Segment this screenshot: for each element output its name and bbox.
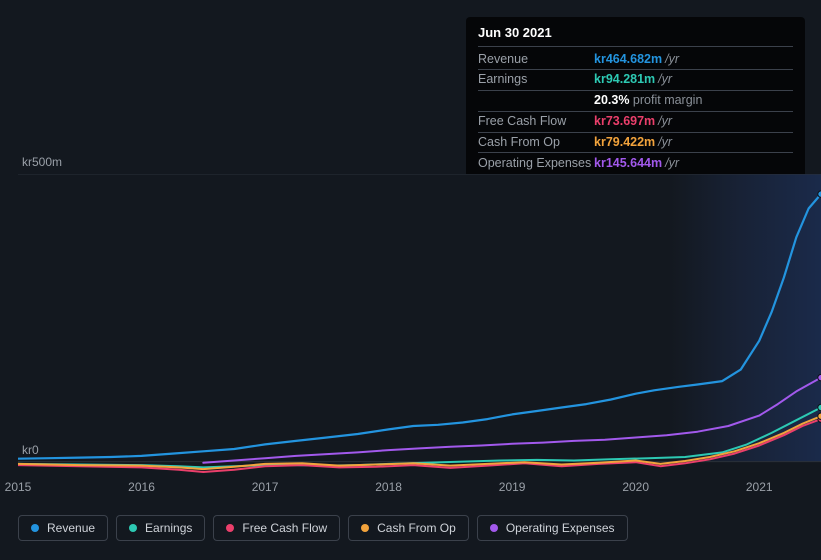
tooltip-label: Earnings [478,71,594,88]
tooltip-date: Jun 30 2021 [478,25,793,47]
x-tick-label: 2021 [746,480,773,494]
legend-item-fcf[interactable]: Free Cash Flow [213,515,340,541]
tooltip-value: kr79.422m [594,135,655,149]
chart-tooltip: Jun 30 2021 Revenuekr464.682m/yrEarnings… [466,17,805,183]
x-tick-label: 2019 [499,480,526,494]
legend-item-opex[interactable]: Operating Expenses [477,515,628,541]
legend-item-revenue[interactable]: Revenue [18,515,108,541]
tooltip-value: kr73.697m [594,114,655,128]
legend-dot-icon [226,524,234,532]
tooltip-sub-text: profit margin [629,93,702,107]
legend-label: Earnings [145,521,192,535]
tooltip-subrow-earnings: 20.3% profit margin [478,91,793,112]
tooltip-row-revenue: Revenuekr464.682m/yr [478,49,793,70]
tooltip-value: kr145.644m [594,156,662,170]
chart-gradient-band [18,174,821,462]
legend-dot-icon [490,524,498,532]
legend-item-earnings[interactable]: Earnings [116,515,205,541]
legend-label: Operating Expenses [506,521,615,535]
y-tick-label: kr0 [22,443,39,457]
legend-item-cfo[interactable]: Cash From Op [348,515,469,541]
tooltip-row-cfo: Cash From Opkr79.422m/yr [478,133,793,154]
tooltip-unit: /yr [658,72,672,86]
tooltip-unit: /yr [665,156,679,170]
tooltip-label: Free Cash Flow [478,113,594,130]
tooltip-unit: /yr [658,135,672,149]
legend-label: Cash From Op [377,521,456,535]
legend-dot-icon [129,524,137,532]
chart-legend: Revenue Earnings Free Cash Flow Cash From O… [18,515,628,541]
tooltip-label: Operating Expenses [478,155,594,172]
tooltip-value: kr464.682m [594,52,662,66]
legend-label: Revenue [47,521,95,535]
x-tick-label: 2017 [252,480,279,494]
legend-dot-icon [361,524,369,532]
legend-dot-icon [31,524,39,532]
x-tick-label: 2020 [622,480,649,494]
x-tick-label: 2015 [5,480,32,494]
tooltip-unit: /yr [665,52,679,66]
legend-label: Free Cash Flow [242,521,327,535]
x-tick-label: 2016 [128,480,155,494]
x-tick-label: 2018 [375,480,402,494]
tooltip-value: kr94.281m [594,72,655,86]
tooltip-row-opex: Operating Expenseskr145.644m/yr [478,153,793,173]
tooltip-sub-pct: 20.3% [594,93,629,107]
tooltip-label: Revenue [478,51,594,68]
tooltip-unit: /yr [658,114,672,128]
tooltip-row-earnings: Earningskr94.281m/yr [478,70,793,91]
financials-chart [18,174,821,476]
tooltip-label: Cash From Op [478,134,594,151]
tooltip-row-fcf: Free Cash Flowkr73.697m/yr [478,112,793,133]
y-tick-label: kr500m [22,155,62,169]
x-axis: 2015201620172018201920202021 [18,480,821,500]
